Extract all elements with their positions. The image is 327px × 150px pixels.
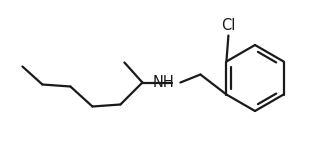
Text: NH: NH — [153, 75, 174, 90]
Text: Cl: Cl — [221, 18, 236, 33]
